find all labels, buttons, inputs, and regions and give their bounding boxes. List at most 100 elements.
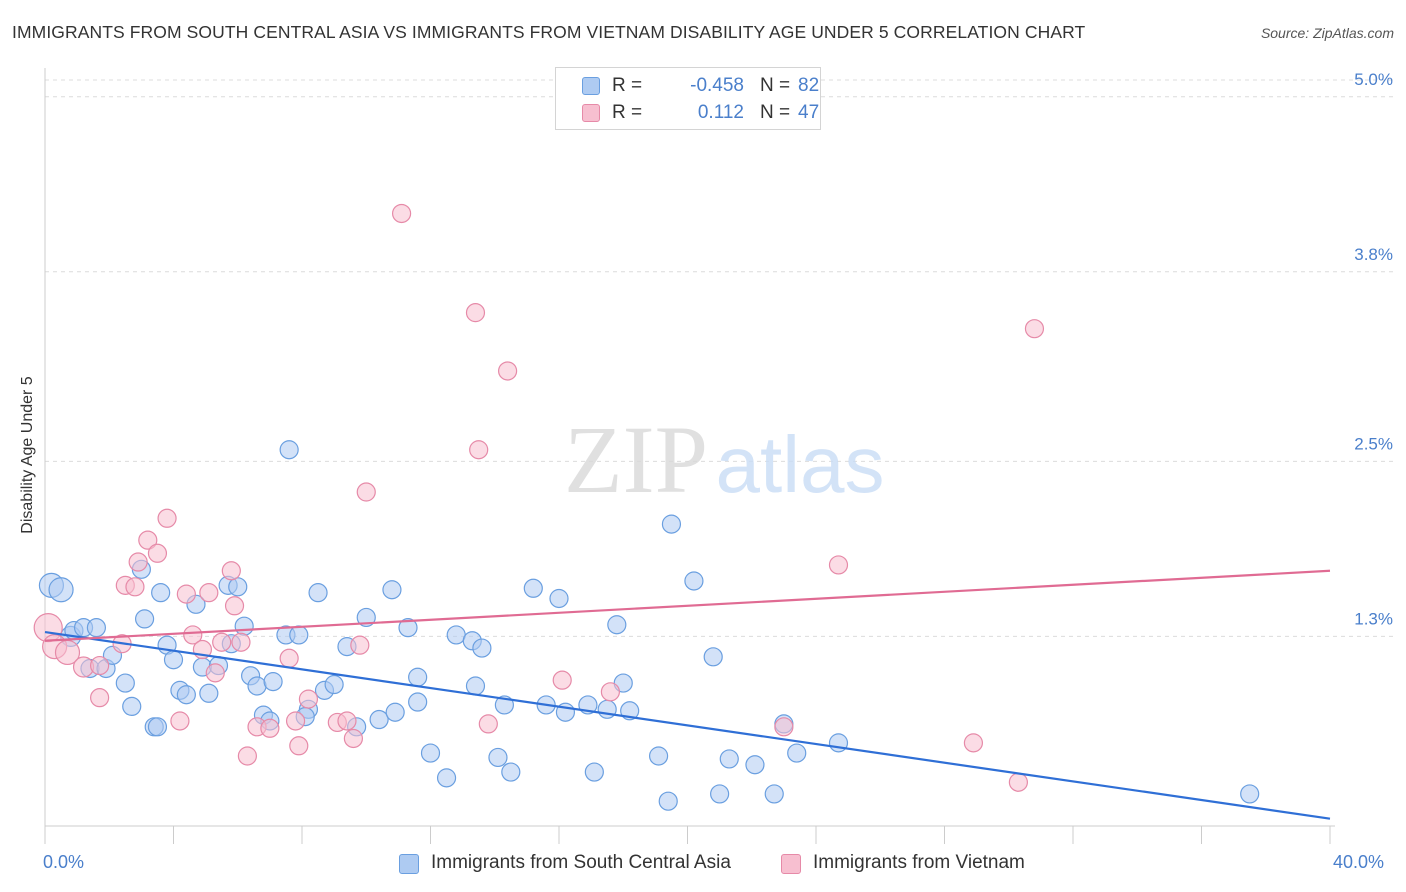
data-point: [787, 743, 807, 763]
data-point: [828, 555, 849, 575]
data-point: [115, 673, 135, 693]
data-point: [289, 625, 309, 645]
data-point: [221, 561, 241, 581]
data-point: [212, 632, 232, 652]
data-point: [183, 625, 203, 645]
data-point: [446, 625, 466, 645]
data-point: [774, 717, 794, 737]
data-point: [176, 685, 196, 705]
data-point: [498, 361, 518, 381]
legend-swatch-pink: [582, 104, 600, 122]
chart-title: IMMIGRANTS FROM SOUTH CENTRAL ASIA VS IM…: [12, 22, 1086, 42]
data-point: [228, 577, 248, 597]
data-point: [1008, 772, 1028, 792]
legend-r-value: 0.112: [697, 102, 744, 123]
x-tick-label-min: 0.0%: [43, 852, 85, 872]
data-point: [224, 596, 245, 616]
data-point: [298, 689, 319, 709]
data-point: [138, 530, 158, 550]
y-tick-label: 2.5%: [1354, 434, 1393, 453]
data-point: [237, 746, 257, 766]
data-point: [163, 650, 184, 670]
data-point: [420, 743, 441, 763]
data-point: [436, 768, 457, 788]
bottom-legend-label-blue: Immigrants from South Central Asia: [431, 852, 731, 873]
data-point: [125, 577, 145, 597]
data-point: [205, 663, 225, 683]
legend-n-value: 47: [798, 102, 820, 123]
data-point: [472, 638, 492, 658]
y-tick-label: 3.8%: [1354, 245, 1393, 264]
data-point: [552, 670, 572, 690]
y-tick-labels: 1.3% 2.5% 3.8% 5.0%: [1354, 70, 1393, 629]
data-point: [963, 733, 984, 753]
data-point: [147, 717, 168, 737]
data-point: [151, 583, 171, 603]
data-point: [231, 632, 251, 652]
data-point: [324, 674, 344, 695]
data-point: [48, 577, 74, 603]
legend-r-label: R =: [612, 75, 643, 96]
data-point: [385, 702, 405, 722]
data-point: [501, 762, 521, 782]
data-point: [408, 692, 428, 712]
legend-n-label: N =: [760, 75, 791, 96]
data-point: [343, 728, 363, 749]
legend-n-label: N =: [760, 102, 791, 123]
data-point: [648, 746, 669, 766]
data-point: [263, 672, 283, 692]
trend-line-south-central-asia: [44, 630, 1331, 820]
watermark-atlas: atlas: [716, 420, 885, 509]
data-point: [658, 791, 678, 811]
y-tick-label: 1.3%: [1354, 609, 1393, 628]
correlation-legend: R = -0.458 N = 82 R = 0.112 N = 47: [555, 67, 821, 130]
data-point: [350, 635, 370, 655]
data-point: [478, 714, 498, 734]
data-point: [247, 676, 267, 696]
data-point: [391, 203, 412, 224]
data-point: [661, 514, 682, 534]
data-point: [337, 711, 357, 731]
trend-line-vietnam: [44, 569, 1331, 642]
data-point: [147, 543, 168, 563]
axes: [44, 68, 1335, 844]
series-vietnam-points: [33, 203, 1045, 792]
data-point: [122, 696, 142, 717]
bottom-legend-swatch-blue: [399, 854, 419, 874]
data-point: [382, 580, 402, 600]
data-point: [86, 618, 107, 638]
data-point: [157, 508, 177, 528]
legend-swatch-blue: [582, 77, 600, 95]
data-point: [703, 647, 723, 667]
data-point: [1024, 319, 1045, 339]
data-point: [684, 571, 704, 591]
data-point: [176, 584, 196, 604]
data-point: [90, 688, 110, 708]
series-south-central-asia-points: [38, 440, 1260, 811]
data-point: [308, 583, 328, 603]
legend-r-label: R =: [612, 102, 643, 123]
data-point: [549, 588, 569, 609]
data-point: [469, 440, 489, 460]
data-point: [607, 615, 627, 635]
data-point: [234, 616, 254, 636]
x-tick-label-max: 40.0%: [1333, 852, 1385, 872]
legend-n-value: 82: [798, 75, 820, 96]
data-point: [260, 718, 280, 738]
bottom-legend-swatch-pink: [781, 854, 801, 874]
data-point: [398, 618, 418, 638]
data-point: [285, 711, 306, 731]
data-point: [465, 303, 486, 323]
data-point: [170, 711, 190, 731]
data-point: [488, 747, 508, 768]
data-point: [710, 784, 730, 804]
data-point: [719, 749, 739, 769]
data-point: [356, 482, 376, 502]
data-point: [134, 609, 155, 629]
data-point: [128, 552, 148, 572]
data-point: [199, 683, 219, 703]
y-tick-label: 5.0%: [1354, 70, 1393, 89]
legend-r-value: -0.458: [690, 75, 744, 96]
watermark-zip: ZIP: [564, 406, 708, 513]
